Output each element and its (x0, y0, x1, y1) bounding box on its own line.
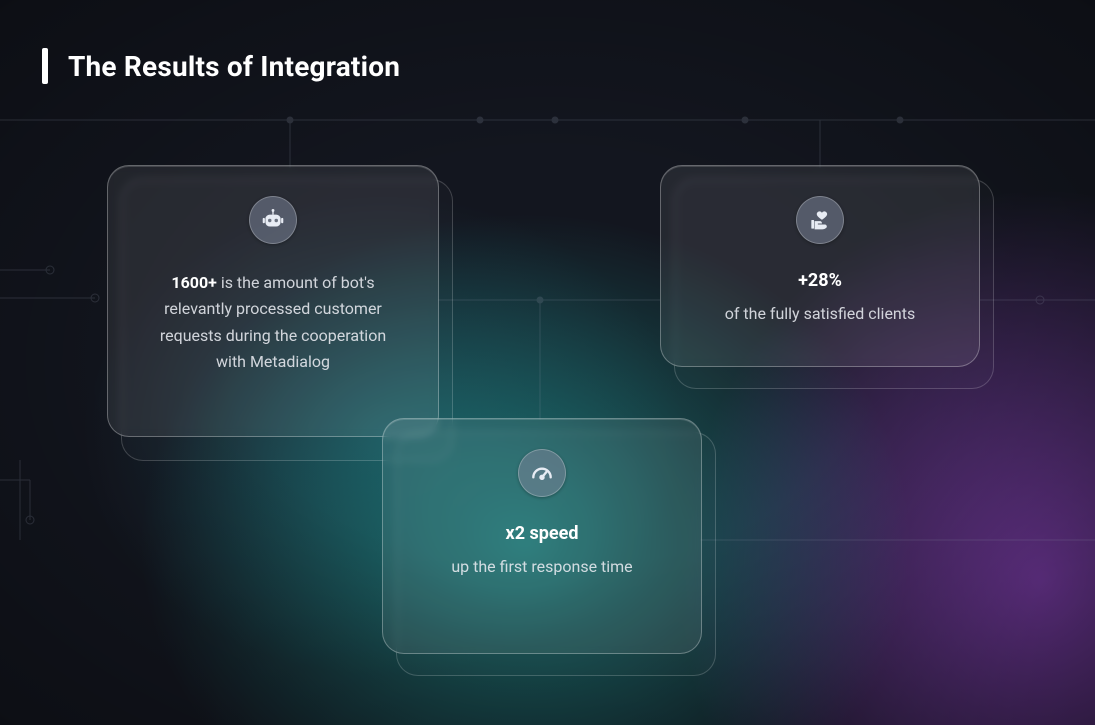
cards-container: 1600+ is the amount of bot's relevantly … (0, 0, 1095, 725)
body-line-2: requests during the cooperation (160, 326, 386, 345)
section-title: The Results of Integration (42, 48, 400, 84)
stat-value: x2 speed (506, 523, 579, 544)
card-text: 1600+ is the amount of bot's relevantly … (160, 270, 386, 376)
robot-icon (249, 196, 297, 244)
card-body: up the first response time (451, 554, 632, 580)
stat-value: +28% (798, 270, 842, 291)
stat-suffix: is the amount of bot's (217, 273, 375, 292)
gauge-icon (518, 449, 566, 497)
card-surface: x2 speed up the first response time (382, 418, 702, 654)
body-line-1: relevantly processed customer (164, 299, 382, 318)
hand-heart-icon (796, 196, 844, 244)
card-body: of the fully satisfied clients (725, 301, 916, 327)
title-text: The Results of Integration (68, 50, 400, 83)
result-card-speed: x2 speed up the first response time (382, 418, 702, 662)
card-surface: +28% of the fully satisfied clients (660, 165, 980, 367)
title-accent-bar (42, 48, 48, 84)
result-card-requests: 1600+ is the amount of bot's relevantly … (107, 165, 439, 447)
result-card-satisfaction: +28% of the fully satisfied clients (660, 165, 980, 375)
stat-value: 1600+ (171, 273, 216, 292)
card-surface: 1600+ is the amount of bot's relevantly … (107, 165, 439, 437)
body-line-3: with Metadialog (216, 352, 330, 371)
